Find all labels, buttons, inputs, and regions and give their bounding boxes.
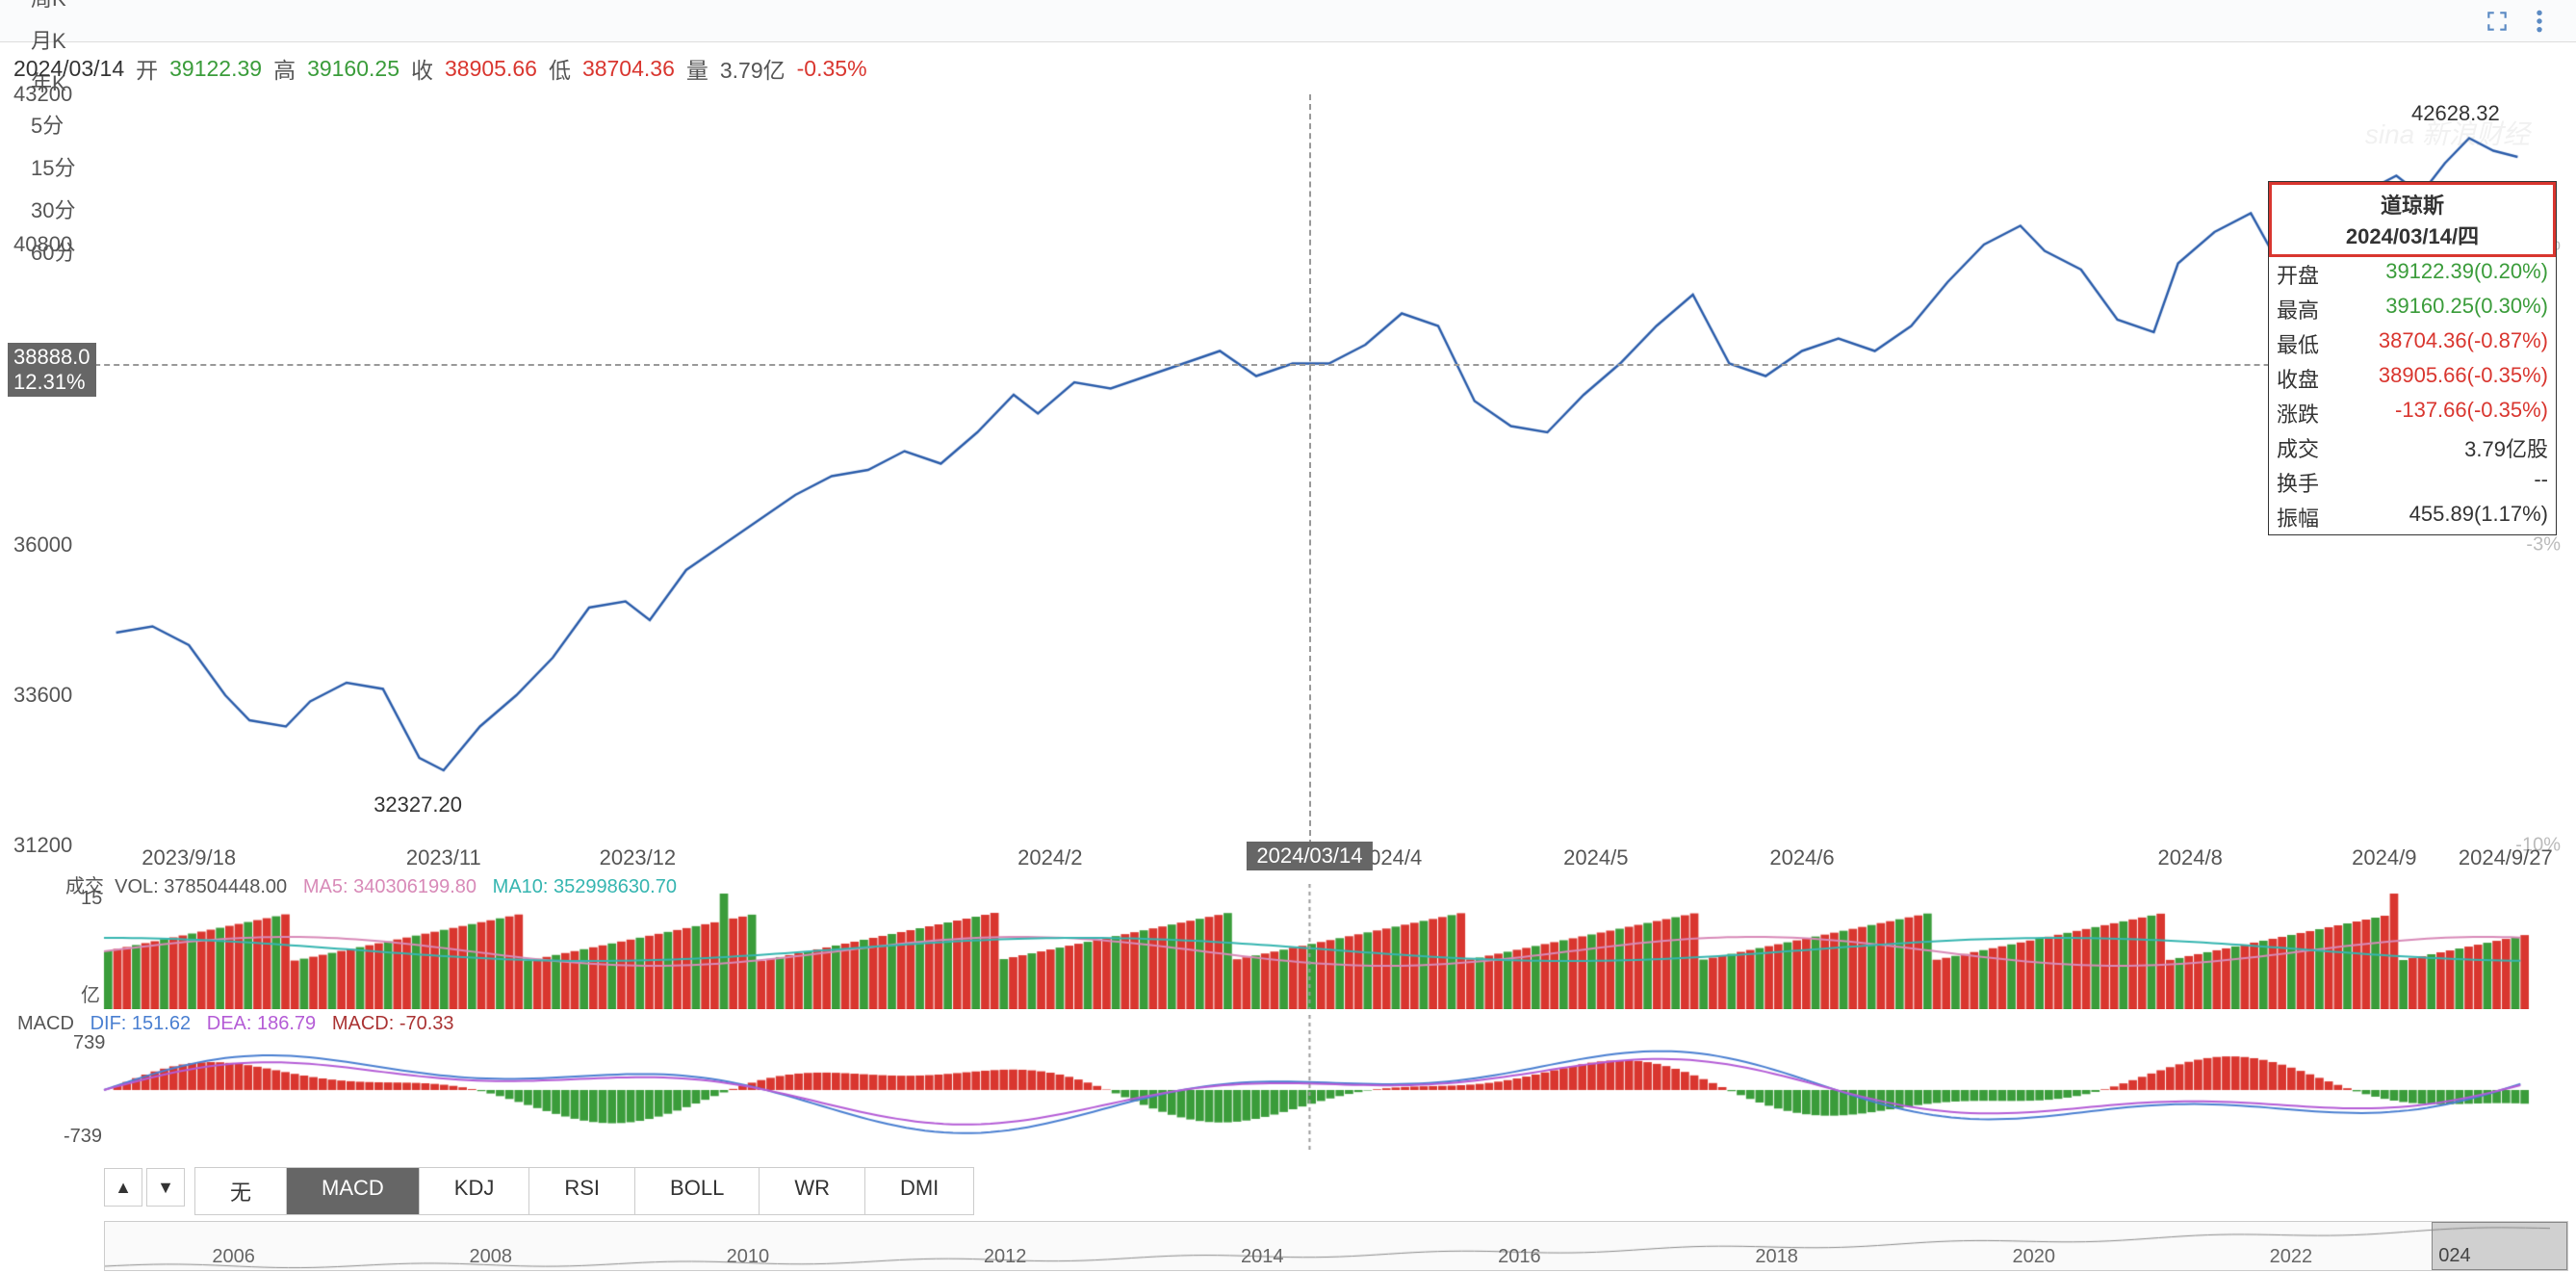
- tooltip-row: 换手--: [2269, 465, 2556, 500]
- low-label: 低: [549, 52, 571, 85]
- indicator-down-button[interactable]: ▼: [146, 1168, 185, 1207]
- x-axis-tick: 2023/12: [600, 845, 677, 870]
- x-axis-tick: 2024/2: [1018, 845, 1082, 870]
- indicator-tab[interactable]: RSI: [529, 1168, 635, 1214]
- high-value: 39160.25: [307, 56, 399, 82]
- open-label: 开: [136, 52, 158, 85]
- y-axis-tick: 31200: [13, 833, 72, 858]
- x-axis-tick: 2024/9: [2352, 845, 2416, 870]
- nav-tick: 2012: [984, 1246, 1027, 1268]
- volume-panel: 成交 VOL: 378504448.00 MA5: 340306199.80 M…: [8, 884, 2568, 1009]
- high-annotation: 42628.32: [2411, 101, 2500, 126]
- indicator-tab[interactable]: MACD: [287, 1168, 420, 1214]
- x-axis-tick: 2024/9/27: [2459, 845, 2553, 870]
- timeframe-tab[interactable]: 月K: [8, 18, 98, 61]
- x-axis-tick: 2024/6: [1769, 845, 1834, 870]
- timeframe-tab[interactable]: 周K: [8, 0, 98, 18]
- nav-tick: 2008: [470, 1246, 513, 1268]
- nav-tick: 2006: [212, 1246, 255, 1268]
- indicator-tab[interactable]: BOLL: [635, 1168, 760, 1214]
- crosshair-vertical: [1309, 94, 1311, 845]
- time-navigator[interactable]: 2006 2008 2010 2012 2014 2016 2018 2020 2022 024: [104, 1221, 2568, 1271]
- tooltip-row: 涨跌-137.66(-0.35%): [2269, 396, 2556, 430]
- close-label: 收: [411, 52, 433, 85]
- y-axis-tick: 40800: [13, 232, 72, 257]
- close-value: 38905.66: [445, 56, 537, 82]
- nav-window[interactable]: 024: [2432, 1222, 2567, 1270]
- tooltip-row: 振幅455.89(1.17%): [2269, 500, 2556, 534]
- high-label: 高: [273, 52, 296, 85]
- tooltip-row: 最高39160.25(0.30%): [2269, 292, 2556, 326]
- timeframe-toolbar: 分时5日年线YTD日K周K月K年K5分15分30分60分: [0, 0, 2576, 42]
- nav-tick: 2016: [1498, 1246, 1541, 1268]
- macd-panel: MACD DIF: 151.62 DEA: 186.79 MACD: -70.3…: [8, 1015, 2568, 1150]
- price-tooltip: 道琼斯 2024/03/14/四 开盘39122.39(0.20%)最高3916…: [2268, 181, 2557, 535]
- low-value: 38704.36: [582, 56, 675, 82]
- crosshair-x-label: 2024/03/14: [1247, 842, 1372, 870]
- y-axis-tick: 33600: [13, 683, 72, 708]
- nav-tick: 2020: [2013, 1246, 2056, 1268]
- tooltip-date: 2024/03/14/四: [2272, 220, 2553, 250]
- crosshair-y-label: 38888.012.31%: [8, 343, 96, 397]
- indicator-tabs: 无MACDKDJRSIBOLLWRDMI: [194, 1167, 974, 1215]
- tooltip-row: 收盘38905.66(-0.35%): [2269, 361, 2556, 396]
- vol-value: 3.79亿: [720, 52, 786, 85]
- nav-tick: 2018: [1755, 1246, 1798, 1268]
- nav-tick: 2022: [2270, 1246, 2313, 1268]
- ohlc-summary: 2024/03/14 开 39122.39 高 39160.25 收 38905.66…: [0, 42, 2576, 94]
- chg-value: -0.35%: [797, 56, 867, 82]
- tooltip-row: 开盘39122.39(0.20%): [2269, 257, 2556, 292]
- tooltip-row: 最低38704.36(-0.87%): [2269, 326, 2556, 361]
- pct-tick: -3%: [2526, 534, 2561, 557]
- vol-label: 量: [686, 52, 708, 85]
- indicator-tab[interactable]: DMI: [865, 1168, 973, 1214]
- x-axis-tick: 2023/9/18: [142, 845, 236, 870]
- x-axis-tick: 2024/5: [1563, 845, 1628, 870]
- tooltip-row: 成交3.79亿股: [2269, 430, 2556, 465]
- nav-tick: 2010: [727, 1246, 770, 1268]
- indicator-tab[interactable]: 无: [195, 1168, 287, 1214]
- tooltip-title: 道琼斯: [2272, 189, 2553, 220]
- crosshair-horizontal: [8, 364, 2530, 366]
- indicator-tab[interactable]: WR: [760, 1168, 865, 1214]
- price-chart[interactable]: sina 新浪财经 3120033600360004080043200 4%-3…: [8, 94, 2568, 845]
- more-icon[interactable]: [2526, 8, 2553, 35]
- y-axis-tick: 43200: [13, 82, 72, 107]
- open-value: 39122.39: [169, 56, 262, 82]
- low-annotation: 32327.20: [374, 792, 462, 818]
- ohlc-date: 2024/03/14: [13, 56, 124, 82]
- x-axis-tick: 2024/8: [2158, 845, 2223, 870]
- y-axis-tick: 36000: [13, 532, 72, 558]
- indicator-up-button[interactable]: ▲: [104, 1168, 142, 1207]
- x-axis-tick: 2023/11: [406, 845, 481, 870]
- indicator-tab[interactable]: KDJ: [420, 1168, 530, 1214]
- nav-tick: 2014: [1241, 1246, 1284, 1268]
- fullscreen-icon[interactable]: [2484, 8, 2511, 35]
